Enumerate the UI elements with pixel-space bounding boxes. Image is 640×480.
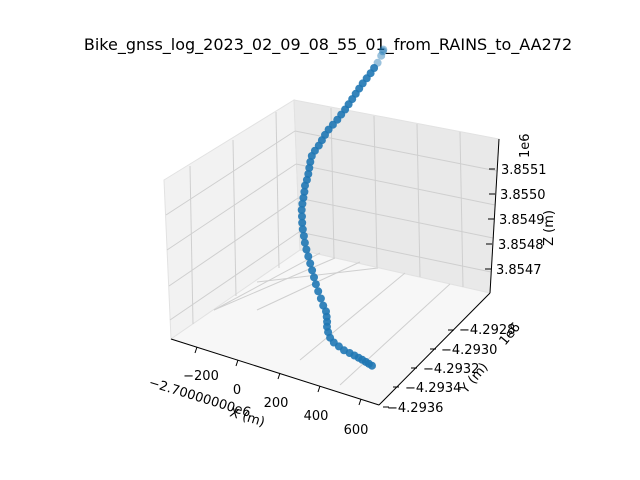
data-point	[300, 238, 309, 247]
data-point	[297, 205, 306, 214]
z-axis-line	[489, 138, 500, 294]
data-point	[301, 181, 309, 190]
x-tick-label: 0	[233, 383, 241, 398]
gridlines	[165, 107, 498, 386]
x-tick-label: 200	[264, 396, 289, 411]
y-tick-label: −4.2928	[459, 323, 515, 338]
data-point	[298, 199, 307, 208]
data-point	[299, 193, 308, 202]
data-point	[314, 287, 323, 296]
data-point	[316, 294, 325, 303]
z-tick-label: 3.8551	[501, 163, 547, 178]
data-point	[377, 51, 386, 60]
x-tick-mark	[194, 346, 198, 354]
data-point	[379, 45, 388, 54]
data-point	[368, 361, 376, 370]
z-tick-label: 3.8547	[496, 263, 542, 278]
z-multiplier-label: 1e6	[518, 133, 533, 158]
data-point	[306, 157, 315, 166]
y-axis: −4.2936 −4.2934 −4.2932 −4.2930 −4.2928 …	[383, 320, 524, 416]
z-tick-label: 3.8549	[499, 213, 545, 228]
x-tick-mark	[235, 359, 239, 367]
z-axis: 3.8551 3.8550 3.8549 3.8548 3.8547 1e6 Z…	[485, 133, 557, 278]
data-point	[304, 252, 313, 261]
y-tick-label: −4.2930	[441, 343, 497, 358]
z-tick-label: 3.8550	[500, 188, 546, 203]
data-point	[306, 259, 315, 268]
z-axis-label: Z (m)	[542, 210, 557, 246]
data-point	[299, 232, 308, 240]
x-axis-line	[170, 338, 380, 406]
chart-title: Bike_gnss_log_2023_02_09_08_55_01_from_R…	[84, 35, 572, 55]
y-tick-label: −4.2934	[405, 381, 461, 396]
x-tick-mark	[358, 398, 362, 406]
y-tick-label: −4.2936	[387, 401, 443, 416]
y-tick-label: −4.2932	[423, 362, 479, 377]
data-point	[298, 225, 307, 234]
data-point	[300, 187, 309, 196]
x-tick-mark	[317, 385, 321, 393]
data-point	[378, 47, 387, 56]
z-tick-label: 3.8548	[498, 238, 544, 253]
x-tick-mark	[277, 372, 281, 380]
x-tick-label: −200	[183, 369, 219, 384]
data-point	[308, 266, 317, 275]
data-point	[311, 280, 320, 289]
x-tick-label: 600	[344, 423, 369, 438]
data-point	[310, 273, 318, 282]
data-point	[302, 245, 311, 254]
data-point	[298, 212, 306, 221]
scatter-points	[297, 45, 388, 370]
data-point	[305, 163, 314, 172]
data-point	[298, 218, 307, 227]
x-tick-label: 400	[304, 409, 329, 424]
